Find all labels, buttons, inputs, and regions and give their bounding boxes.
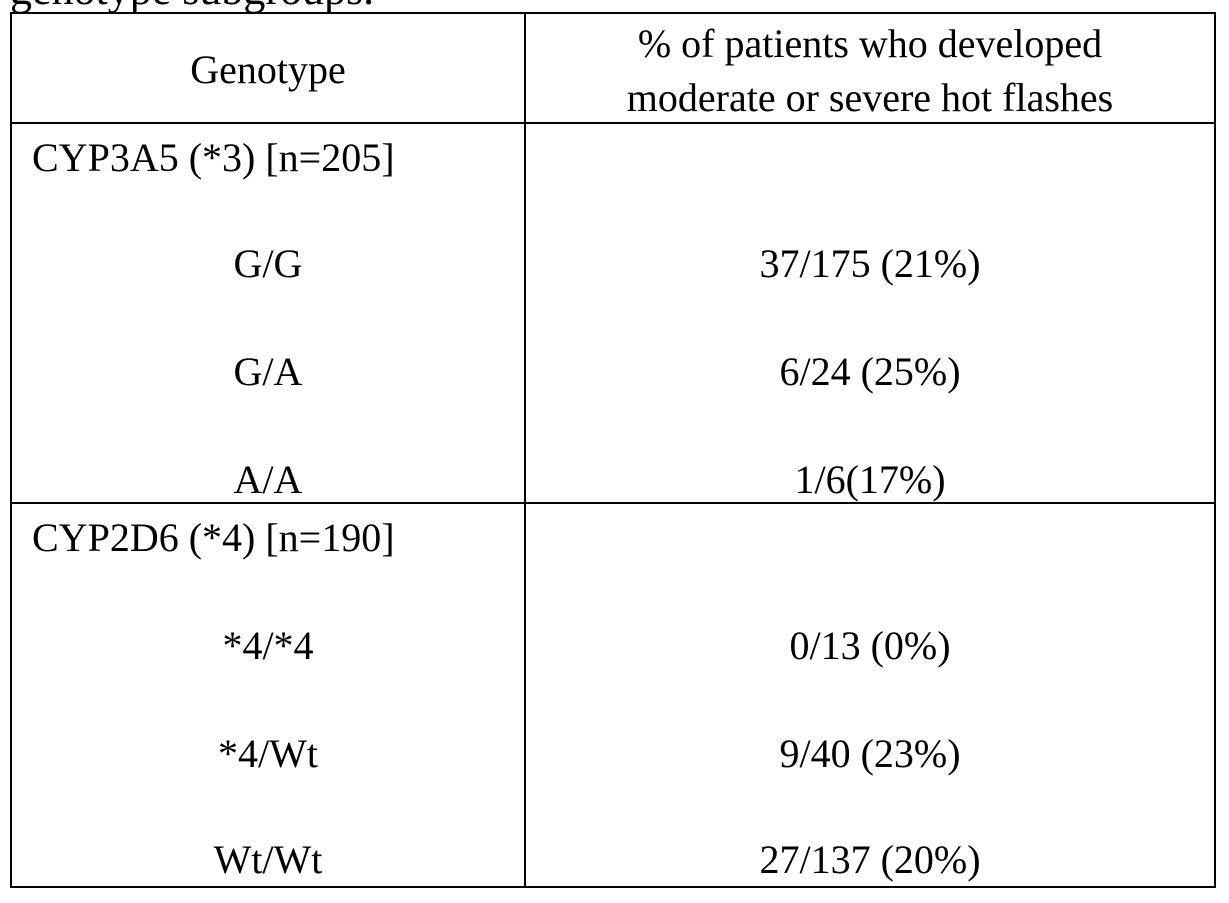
value-cell: 1/6(17%) [526,458,1214,502]
group-label-cyp2d6: CYP2D6 (*4) [n=190] [32,516,395,560]
value-cell: 37/175 (21%) [526,242,1214,286]
group-label-cyp3a5: CYP3A5 (*3) [n=205] [32,136,395,180]
genotype-cell: Wt/Wt [12,838,524,882]
value-cell: 6/24 (25%) [526,350,1214,394]
caption-fragment: genotype subgroups. [10,0,374,12]
genotype-cell: A/A [12,458,524,502]
genotype-cell: G/G [12,242,524,286]
header-outcome-line2: moderate or severe hot flashes [526,76,1214,120]
genotype-cell: G/A [12,350,524,394]
genotype-cell: *4/Wt [12,732,524,776]
value-cell: 27/137 (20%) [526,838,1214,882]
genotype-cell: *4/*4 [12,624,524,668]
value-cell: 9/40 (23%) [526,732,1214,776]
group-divider [12,502,1214,504]
genotype-table: Genotype % of patients who developed mod… [10,12,1216,888]
header-genotype: Genotype [12,48,524,92]
value-cell: 0/13 (0%) [526,624,1214,668]
header-outcome-line1: % of patients who developed [526,22,1214,66]
header-divider [12,122,1214,124]
